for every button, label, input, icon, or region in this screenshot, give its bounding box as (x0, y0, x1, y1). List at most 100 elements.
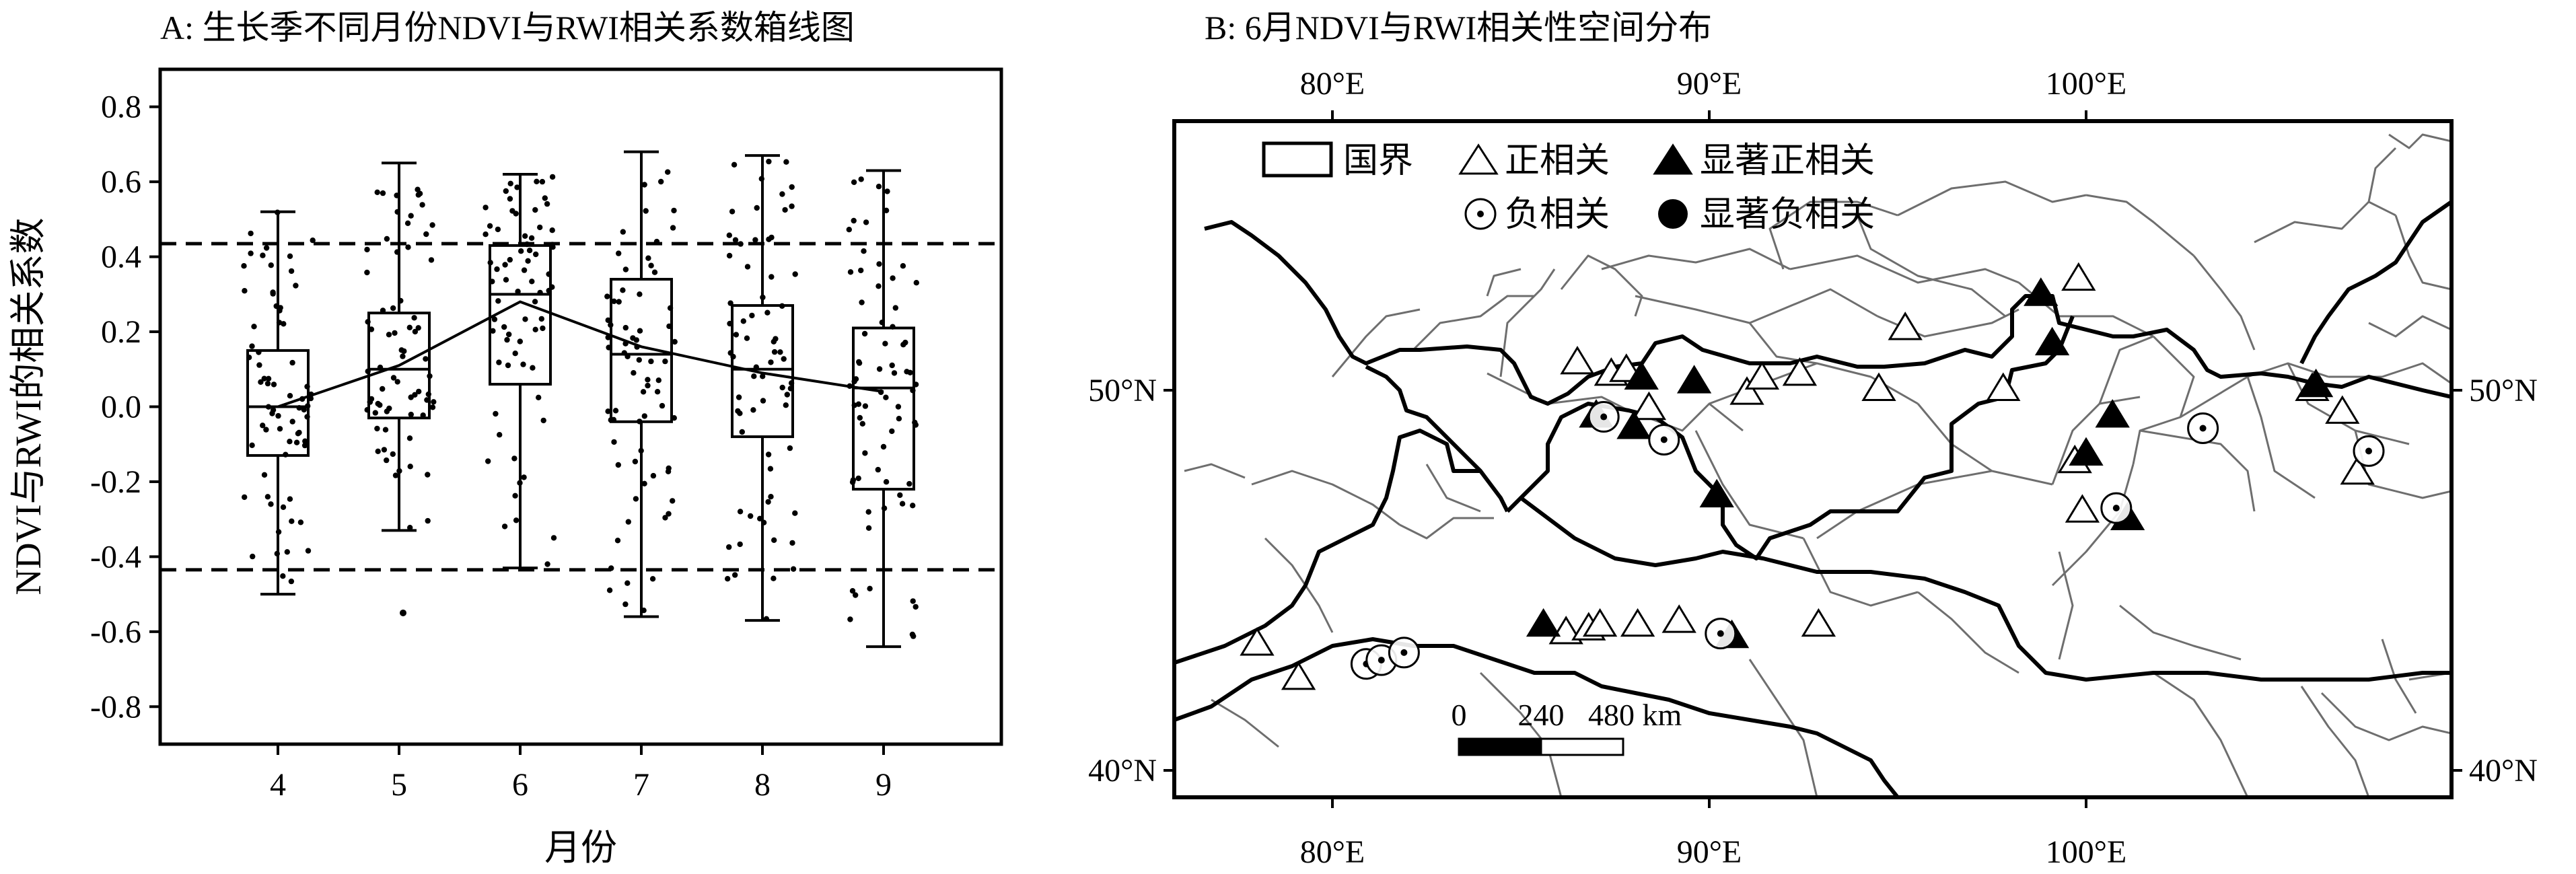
lon-label-top: 80°E (1300, 66, 1365, 102)
jitter-point (611, 298, 617, 304)
sig-positive-marker (1624, 361, 1659, 390)
jitter-point (653, 238, 660, 245)
positive-marker (2065, 494, 2100, 523)
jitter-point (640, 389, 647, 395)
jitter-point (287, 439, 293, 445)
positive-marker (1582, 608, 1618, 637)
map-outer-frame (1172, 119, 2454, 799)
legend-positive-label: 正相关 (1505, 142, 1610, 180)
box-month-4 (246, 210, 310, 596)
jitter-point (482, 231, 489, 238)
jitter-point (637, 291, 643, 297)
box-body (367, 312, 431, 420)
jitter-point (511, 456, 517, 462)
jitter-points (241, 158, 920, 639)
jitter-point (390, 375, 397, 381)
jitter-point (289, 418, 295, 425)
jitter-point (249, 343, 255, 349)
jitter-point (521, 474, 527, 480)
jitter-point (261, 472, 268, 478)
jitter-point (429, 404, 436, 410)
lat-label-left: 40°N (1088, 753, 1157, 789)
box-body (731, 304, 794, 439)
jitter-point (540, 417, 546, 424)
jitter-point (241, 263, 247, 269)
box-body (489, 244, 552, 386)
jitter-point (242, 288, 248, 294)
jitter-point (765, 451, 772, 458)
positive-marker (1240, 627, 1275, 656)
jitter-point (515, 289, 521, 295)
jitter-point (883, 394, 889, 400)
jitter-point (875, 466, 882, 473)
jitter-point (729, 209, 736, 215)
jitter-point (876, 366, 883, 372)
jitter-point (248, 250, 254, 256)
jitter-point (431, 399, 437, 405)
jitter-point (423, 231, 429, 238)
jitter-point (645, 255, 651, 261)
mean-line (277, 300, 884, 408)
jitter-point (287, 496, 293, 502)
jitter-point (375, 448, 381, 454)
jitter-point (284, 549, 290, 555)
positive-marker (1620, 608, 1655, 637)
jitter-point (296, 429, 302, 436)
jitter-point (495, 298, 501, 304)
y-tick-label: 0.2 (101, 314, 141, 350)
sig-positive-marker (1699, 478, 1734, 508)
legend-border-label: 国界 (1343, 142, 1413, 180)
jitter-point (865, 509, 871, 515)
jitter-point (380, 190, 386, 196)
jitter-point (507, 256, 513, 263)
jitter-point (655, 377, 661, 384)
jitter-point (752, 237, 758, 243)
jitter-point (880, 443, 887, 450)
jitter-point (658, 178, 664, 185)
jitter-point (913, 604, 919, 610)
jitter-point (530, 365, 536, 371)
jitter-point (261, 375, 267, 381)
jitter-point (408, 411, 414, 418)
jitter-point (310, 238, 316, 244)
sig-positive-marker (2095, 399, 2130, 428)
jitter-point (876, 261, 882, 267)
jitter-point (301, 406, 307, 413)
jitter-point (670, 225, 676, 231)
box-month-6 (489, 173, 552, 570)
x-axis: 4 5 6 7 8 9 (270, 744, 892, 803)
jitter-point (856, 359, 862, 365)
jitter-point (485, 458, 491, 464)
jitter-point (542, 195, 548, 201)
jitter-point (256, 362, 262, 368)
jitter-point (390, 451, 396, 458)
jitter-point (497, 432, 503, 438)
jitter-point (895, 404, 902, 410)
negative-marker-dot (1600, 413, 1608, 421)
x-axis-title: 月份 (544, 828, 617, 868)
positive-marker (2325, 395, 2360, 424)
jitter-point (641, 480, 647, 486)
map-legend: 国界 正相关 显著正相关 负相关 显著负相关 (1262, 141, 1875, 234)
jitter-point (641, 413, 647, 419)
significance-lines (160, 242, 1001, 572)
jitter-point (889, 362, 895, 369)
jitter-point (482, 205, 489, 211)
jitter-point (910, 503, 916, 509)
jitter-point (517, 338, 523, 344)
scale-label-480: 480 km (1588, 698, 1682, 732)
sig-positive-marker (1676, 365, 1712, 394)
jitter-point (750, 407, 756, 413)
lon-label-top: 100°E (2046, 66, 2127, 102)
jitter-point (425, 517, 431, 524)
jitter-point (288, 268, 295, 275)
jitter-point (390, 305, 396, 312)
jitter-point (289, 518, 295, 524)
lon-label-bottom: 80°E (1300, 834, 1365, 870)
jitter-point (268, 262, 274, 268)
correlation-markers (1240, 262, 2385, 690)
jitter-point (521, 267, 528, 273)
jitter-point (405, 244, 411, 250)
jitter-point (620, 287, 626, 293)
boxes (246, 150, 915, 649)
